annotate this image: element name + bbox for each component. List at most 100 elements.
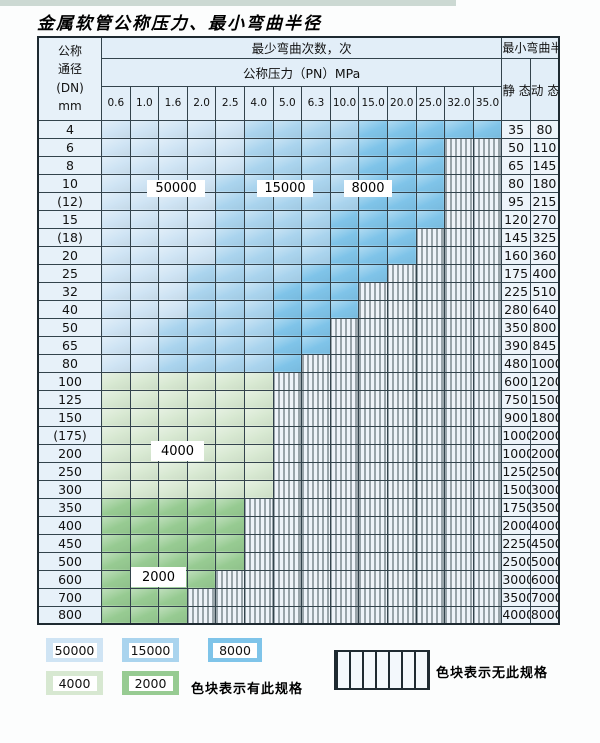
dn-cell: (18) xyxy=(37,227,102,247)
no-spec-cell xyxy=(472,299,503,319)
no-spec-cell xyxy=(215,569,245,589)
dn-cell: (12) xyxy=(37,191,102,211)
no-spec-cell xyxy=(272,371,303,391)
spec-cell xyxy=(243,353,274,373)
no-spec-cell xyxy=(358,569,388,589)
table-row: 100 6001200 xyxy=(37,371,560,391)
dynamic-radius-cell: 4500 xyxy=(529,533,560,553)
no-spec-cell xyxy=(272,389,303,409)
static-header: 静 态 xyxy=(501,57,531,121)
static-radius-cell: 1000 xyxy=(501,425,531,445)
no-spec-cell xyxy=(444,407,474,427)
no-spec-cell xyxy=(301,461,331,481)
spec-cell xyxy=(272,227,303,247)
no-spec-cell xyxy=(329,605,360,625)
spec-cell xyxy=(186,569,217,589)
no-spec-cell xyxy=(472,263,503,283)
static-radius-cell: 3500 xyxy=(501,587,531,607)
dn-header-line: (DN) xyxy=(56,80,84,95)
no-spec-cell xyxy=(272,587,303,607)
static-radius-cell: 2000 xyxy=(501,515,531,535)
spec-cell xyxy=(158,155,188,175)
no-spec-cell xyxy=(415,263,446,283)
spec-cell xyxy=(358,119,388,139)
spec-cell xyxy=(129,317,160,337)
no-spec-cell xyxy=(472,173,503,193)
spec-cell xyxy=(186,389,217,409)
table-row: 300 15003000 xyxy=(37,479,560,499)
static-radius-cell: 35 xyxy=(501,119,531,139)
dynamic-header: 动 态 xyxy=(529,57,560,121)
no-spec-cell xyxy=(444,137,474,157)
spec-cell xyxy=(472,119,503,139)
no-spec-cell xyxy=(415,245,446,265)
no-spec-cell xyxy=(329,353,360,373)
pressure-column-header: 0.6 xyxy=(101,85,131,121)
dn-cell: 125 xyxy=(37,389,102,409)
no-spec-cell xyxy=(329,371,360,391)
no-spec-cell xyxy=(386,497,417,517)
spec-cell xyxy=(243,317,274,337)
spec-cell xyxy=(101,209,131,229)
table-row: 150 9001800 xyxy=(37,407,560,427)
no-spec-cell xyxy=(472,443,503,463)
spec-cell xyxy=(158,227,188,247)
no-spec-cell xyxy=(243,587,274,607)
spec-cell xyxy=(101,263,131,283)
no-spec-cell xyxy=(472,281,503,301)
spec-cell xyxy=(101,173,131,193)
no-spec-cell xyxy=(272,425,303,445)
no-spec-cell xyxy=(272,569,303,589)
spec-cell xyxy=(243,209,274,229)
no-spec-cell xyxy=(415,335,446,355)
dynamic-radius-cell: 2000 xyxy=(529,443,560,463)
static-radius-cell: 600 xyxy=(501,371,531,391)
spec-cell xyxy=(215,317,245,337)
no-spec-cell xyxy=(386,569,417,589)
spec-cell xyxy=(272,209,303,229)
dynamic-radius-cell: 510 xyxy=(529,281,560,301)
table-row: 10 80 180 xyxy=(37,173,560,193)
spec-cell xyxy=(215,263,245,283)
no-spec-cell xyxy=(243,551,274,571)
spec-cell xyxy=(186,155,217,175)
spec-cell xyxy=(158,551,188,571)
spec-cell xyxy=(272,335,303,355)
no-spec-cell xyxy=(415,389,446,409)
spec-cell xyxy=(243,461,274,481)
spec-cell xyxy=(101,605,131,625)
no-spec-cell xyxy=(444,353,474,373)
spec-cell xyxy=(101,425,131,445)
spec-cell xyxy=(186,119,217,139)
no-spec-cell xyxy=(301,389,331,409)
spec-cell xyxy=(158,353,188,373)
table-row: 700 35007000 xyxy=(37,587,560,607)
spec-cell xyxy=(215,137,245,157)
no-spec-cell xyxy=(444,317,474,337)
no-spec-cell xyxy=(215,587,245,607)
no-spec-cell xyxy=(358,425,388,445)
no-spec-cell xyxy=(329,425,360,445)
spec-cell xyxy=(329,209,360,229)
no-spec-cell xyxy=(444,155,474,175)
dn-cell: 25 xyxy=(37,263,102,283)
spec-cell xyxy=(186,227,217,247)
dynamic-radius-cell: 2500 xyxy=(529,461,560,481)
spec-cell xyxy=(215,281,245,301)
spec-cell xyxy=(101,569,131,589)
no-spec-cell xyxy=(444,335,474,355)
spec-cell xyxy=(129,263,160,283)
pressure-column-header: 6.3 xyxy=(301,85,331,121)
table-row: 4 35 80 xyxy=(37,119,560,139)
spec-cell xyxy=(101,191,131,211)
spec-cell xyxy=(158,605,188,625)
spec-cell xyxy=(301,299,331,319)
spec-cell xyxy=(272,317,303,337)
spec-cell xyxy=(129,245,160,265)
no-spec-cell xyxy=(272,497,303,517)
static-radius-cell: 280 xyxy=(501,299,531,319)
spec-cell xyxy=(101,281,131,301)
spec-cell xyxy=(129,299,160,319)
spec-cell xyxy=(243,389,274,409)
no-spec-cell xyxy=(444,569,474,589)
